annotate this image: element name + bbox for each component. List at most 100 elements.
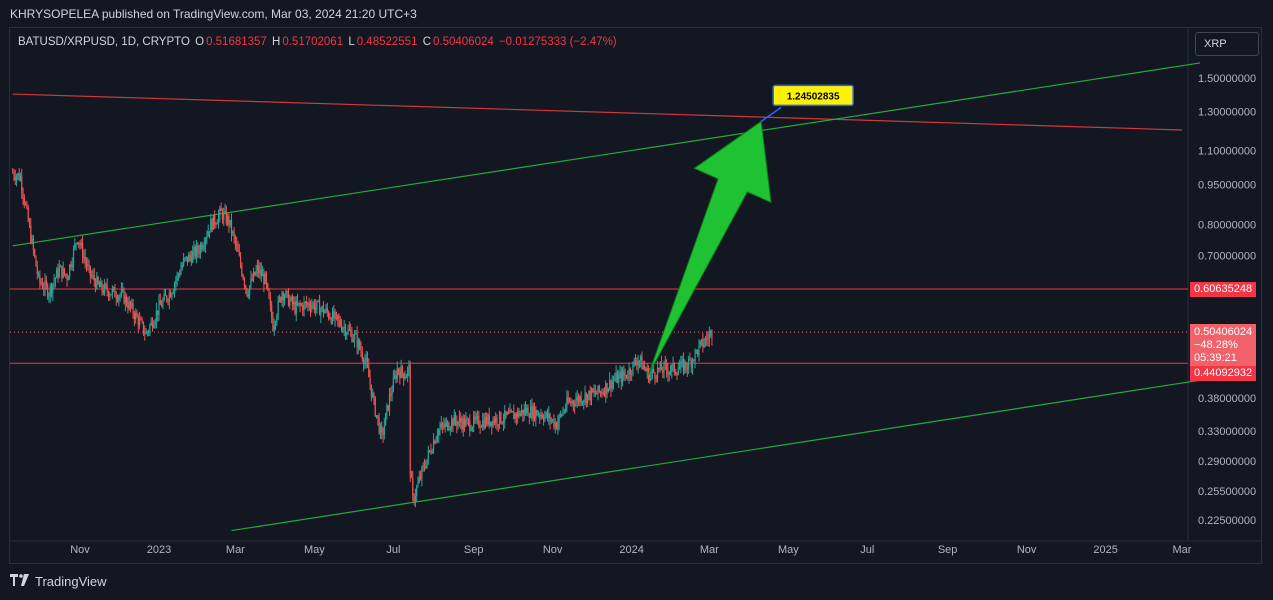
candle-body [422, 465, 424, 468]
candle-body [688, 359, 690, 369]
candle-body [397, 368, 400, 372]
candle-body [361, 352, 363, 360]
candle-body [75, 243, 77, 245]
candle-body [131, 303, 133, 307]
candle-body [352, 339, 354, 342]
candle-body [410, 474, 413, 478]
candle-body [135, 312, 137, 320]
candle-body [587, 394, 589, 403]
candle-body [44, 280, 46, 290]
grid-layer [10, 28, 1261, 542]
candle-body [300, 304, 303, 306]
candle-body [247, 294, 249, 297]
candle-body [440, 423, 442, 428]
legend-open: 0.51681357 [206, 36, 267, 48]
candle-body [489, 421, 492, 426]
candle-body [441, 423, 444, 426]
candle-body [396, 368, 398, 379]
candle-body [438, 429, 440, 436]
candle-body [66, 275, 68, 281]
candle-body [269, 298, 271, 306]
candle-body [299, 302, 301, 306]
x-tick-label: Sep [464, 544, 484, 556]
candle-body [273, 325, 275, 331]
candle-body [142, 321, 145, 334]
candle-body [504, 410, 506, 422]
candle-body [408, 364, 410, 369]
candle-body [700, 339, 703, 342]
candle-body [505, 410, 507, 415]
x-tick-label: Mar [226, 544, 245, 556]
candle-body [373, 393, 375, 398]
x-tick-label: Nov [1017, 544, 1037, 556]
candle-body [246, 288, 248, 297]
candle-body [601, 391, 603, 394]
candle-body [673, 363, 675, 373]
candle-body [124, 296, 126, 304]
candle-body [609, 379, 611, 389]
candle-body [171, 293, 173, 298]
candle-body [693, 359, 695, 361]
symbol-button[interactable]: XRP [1195, 32, 1259, 56]
candle-body [632, 361, 634, 374]
candle-body [126, 296, 128, 305]
candle-body [702, 339, 704, 347]
candle-body [334, 312, 336, 319]
candle-body [162, 300, 164, 307]
candle-body [342, 328, 344, 331]
candle-body [294, 302, 296, 314]
candle-body [368, 366, 370, 378]
candle-body [303, 302, 305, 311]
candle-body [583, 400, 585, 402]
candle-body [208, 231, 211, 233]
candle-body [519, 412, 521, 417]
candle-body [41, 283, 44, 289]
candle-body [619, 372, 621, 376]
candle-body [236, 243, 238, 246]
candle-body [295, 301, 297, 314]
candle-body [375, 415, 378, 417]
candle-body [245, 285, 247, 289]
candle-body [532, 405, 534, 419]
candle-body [186, 256, 189, 263]
candle-body [365, 357, 367, 361]
legend-change: −0.01275333 (−2.47%) [498, 36, 617, 48]
candle-body [561, 414, 563, 416]
candle-body [280, 297, 282, 302]
candle-body [509, 410, 511, 414]
candle-body [154, 321, 156, 326]
candle-body [602, 392, 604, 394]
x-tick-label: 2024 [619, 544, 643, 556]
y-tick-label: 0.33000000 [1198, 426, 1256, 438]
candle-body [629, 368, 631, 375]
candle-body [593, 391, 595, 393]
candle-body [443, 425, 445, 427]
candle-body [249, 285, 251, 295]
candle-body [473, 416, 475, 428]
candle-body [256, 265, 259, 271]
candle-body [45, 280, 47, 286]
candle-body [296, 301, 299, 305]
candle-body [357, 340, 360, 348]
x-tick-label: 2025 [1093, 544, 1117, 556]
candle-body [425, 467, 427, 469]
candle-body [211, 219, 213, 230]
candle-body [188, 254, 190, 263]
candle-body [610, 379, 612, 389]
candle-body [14, 176, 16, 181]
candle-body [155, 310, 158, 322]
candle-body [698, 344, 700, 355]
candle-body [395, 375, 397, 379]
candle-body [101, 281, 103, 291]
candle-body [47, 285, 49, 297]
candle-body [675, 372, 677, 374]
candle-body [707, 338, 709, 340]
candle-body [429, 450, 431, 452]
candle-body [524, 408, 527, 413]
candle-body [492, 419, 494, 427]
x-tick-label: Mar [700, 544, 719, 556]
candle-body [37, 273, 40, 275]
candle-body [355, 333, 357, 335]
candle-body [491, 421, 493, 427]
